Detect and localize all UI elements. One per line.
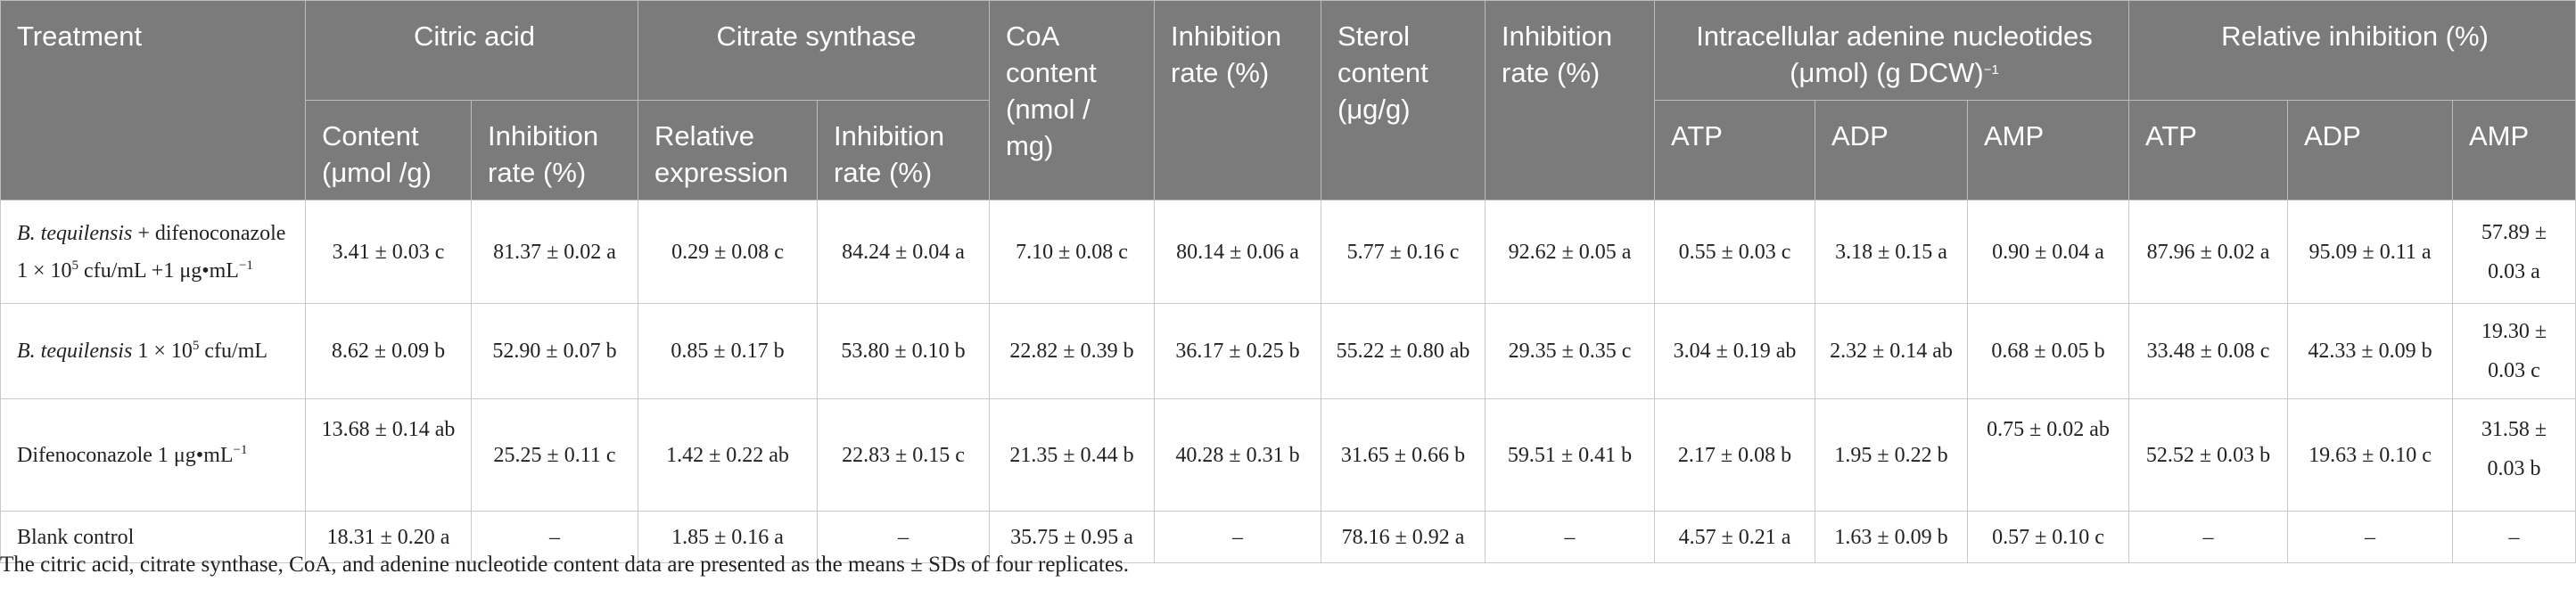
table-cell: 19.63 ± 0.10 c (2287, 398, 2453, 512)
table-cell: 2.17 ± 0.08 b (1654, 398, 1815, 512)
table-cell: 52.90 ± 0.07 b (471, 303, 638, 399)
header-atp-inhibition: ATP (2128, 100, 2288, 201)
header-atp: ATP (1654, 100, 1815, 201)
table-cell: 42.33 ± 0.09 b (2287, 303, 2453, 399)
header-intracellular-nucleotides: Intracellular adenine nucleotides (μmol)… (1654, 0, 2129, 101)
table-cell: 81.37 ± 0.02 a (471, 200, 638, 304)
table-cell: 21.35 ± 0.44 b (989, 398, 1155, 512)
header-intracellular-text: Intracellular adenine nucleotides (μmol)… (1696, 20, 2093, 88)
table-cell: 31.65 ± 0.66 b (1321, 398, 1486, 512)
row-label: Difenoconazole 1 μg•mL−1 (0, 398, 306, 512)
table-cell: 19.30 ± 0.03 c (2452, 303, 2576, 399)
species-name: B. tequilensis (17, 221, 133, 245)
table-row: Blank control 18.31 ± 0.20 a – 1.85 ± 0.… (0, 511, 2576, 563)
header-inhibition-rate-coa: Inhibition rate (%) (1154, 0, 1321, 201)
table-cell: 57.89 ± 0.03 a (2452, 200, 2576, 304)
table-cell: 55.22 ± 0.80 ab (1321, 303, 1486, 399)
table-cell: – (2287, 511, 2453, 563)
table-row: B. tequilensis + difenoconazole 1 × 105 c… (0, 200, 2576, 304)
table-cell: 53.80 ± 0.10 b (817, 303, 990, 399)
table-cell: 0.57 ± 0.10 c (1967, 511, 2129, 563)
header-row-1: Treatment Citric acid Citrate synthase C… (0, 0, 2576, 201)
header-inhibition-rate-citric: Inhibition rate (%) (471, 100, 638, 201)
table-cell: – (471, 511, 638, 563)
header-relative-expression: Relative expression (638, 100, 818, 201)
table-cell: 22.83 ± 0.15 c (817, 398, 990, 512)
table-cell: 7.10 ± 0.08 c (989, 200, 1155, 304)
table-cell: – (1485, 511, 1655, 563)
header-citric-acid: Citric acid (305, 0, 638, 101)
row-label: B. tequilensis + difenoconazole 1 × 105 c… (0, 200, 306, 304)
species-name: B. tequilensis (17, 340, 133, 363)
header-adp: ADP (1815, 100, 1968, 201)
table-cell: 0.90 ± 0.04 a (1967, 200, 2129, 304)
table-cell: 1.63 ± 0.09 b (1815, 511, 1968, 563)
table-cell: 40.28 ± 0.31 b (1154, 398, 1321, 512)
table-cell: 59.51 ± 0.41 b (1485, 398, 1655, 512)
table-cell: 33.48 ± 0.08 c (2128, 303, 2288, 399)
table-cell: 78.16 ± 0.92 a (1321, 511, 1486, 563)
header-content: Content (μmol /g) (305, 100, 472, 201)
table-cell: 22.82 ± 0.39 b (989, 303, 1155, 399)
table-cell: 87.96 ± 0.02 a (2128, 200, 2288, 304)
table-cell: 5.77 ± 0.16 c (1321, 200, 1486, 304)
table-row: B. tequilensis 1 × 105 cfu/mL 8.62 ± 0.0… (0, 303, 2576, 399)
table-cell: 0.85 ± 0.17 b (638, 303, 818, 399)
row-label: Blank control (0, 511, 306, 563)
table-cell: 80.14 ± 0.06 a (1154, 200, 1321, 304)
table-cell: 1.85 ± 0.16 a (638, 511, 818, 563)
header-row-2: Content (μmol /g) Inhibition rate (%) Re… (1, 100, 2576, 201)
header-relative-inhibition: Relative inhibition (%) (2128, 0, 2576, 101)
header-inhibition-rate-synthase: Inhibition rate (%) (817, 100, 990, 201)
table-cell: 1.95 ± 0.22 b (1815, 398, 1968, 512)
header-amp: AMP (1967, 100, 2129, 201)
header-intracellular-sup: −1 (1983, 62, 1999, 78)
header-coa-content: CoA content (nmol / mg) (989, 0, 1155, 201)
table-cell: 52.52 ± 0.03 b (2128, 398, 2288, 512)
row-label: B. tequilensis 1 × 105 cfu/mL (0, 303, 306, 399)
header-treatment: Treatment (0, 0, 306, 201)
table-container: Treatment Citric acid Citrate synthase C… (0, 0, 2576, 563)
table-cell: – (817, 511, 990, 563)
table-cell: – (2128, 511, 2288, 563)
data-table: Treatment Citric acid Citrate synthase C… (0, 0, 2576, 563)
header-amp-inhibition: AMP (2452, 100, 2576, 201)
table-cell: 2.32 ± 0.14 ab (1815, 303, 1968, 399)
table-cell: 1.42 ± 0.22 ab (638, 398, 818, 512)
table-cell: – (1154, 511, 1321, 563)
table-cell: 29.35 ± 0.35 c (1485, 303, 1655, 399)
table-cell: 3.04 ± 0.19 ab (1654, 303, 1815, 399)
table-cell: 8.62 ± 0.09 b (305, 303, 472, 399)
table-cell: 3.41 ± 0.03 c (305, 200, 472, 304)
header-inhibition-rate-sterol: Inhibition rate (%) (1485, 0, 1655, 201)
table-cell: 13.68 ± 0.14 ab (305, 398, 472, 512)
table-cell: 0.68 ± 0.05 b (1967, 303, 2129, 399)
table-cell: 25.25 ± 0.11 c (471, 398, 638, 512)
table-cell: 95.09 ± 0.11 a (2287, 200, 2453, 304)
table-cell: 0.75 ± 0.02 ab (1967, 398, 2129, 512)
table-cell: 3.18 ± 0.15 a (1815, 200, 1968, 304)
table-cell: 35.75 ± 0.95 a (989, 511, 1155, 563)
table-cell: 36.17 ± 0.25 b (1154, 303, 1321, 399)
table-cell: 84.24 ± 0.04 a (817, 200, 990, 304)
header-adp-inhibition: ADP (2287, 100, 2453, 201)
table-row: Difenoconazole 1 μg•mL−1 13.68 ± 0.14 ab… (0, 398, 2576, 512)
table-footnote: The citric acid, citrate synthase, CoA, … (0, 553, 1130, 577)
table-cell: 0.29 ± 0.08 c (638, 200, 818, 304)
header-citrate-synthase: Citrate synthase (638, 0, 990, 101)
header-sterol-content: Sterol content (μg/g) (1321, 0, 1486, 201)
table-cell: 4.57 ± 0.21 a (1654, 511, 1815, 563)
table-cell: 92.62 ± 0.05 a (1485, 200, 1655, 304)
table-cell: 31.58 ± 0.03 b (2452, 398, 2576, 512)
table-cell: – (2452, 511, 2576, 563)
table-cell: 0.55 ± 0.03 c (1654, 200, 1815, 304)
